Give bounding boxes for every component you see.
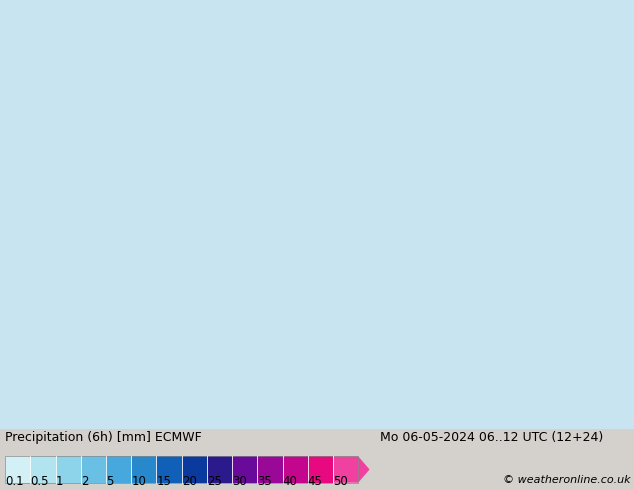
Text: 35: 35 [257, 474, 272, 488]
Text: Mo 06-05-2024 06..12 UTC (12+24): Mo 06-05-2024 06..12 UTC (12+24) [380, 431, 604, 443]
Bar [283, 456, 307, 483]
Bar [207, 456, 232, 483]
Bar [5, 456, 30, 483]
Text: 10: 10 [131, 474, 146, 488]
Bar [307, 456, 333, 483]
Text: 20: 20 [181, 474, 197, 488]
Bar [232, 456, 257, 483]
Text: 1: 1 [56, 474, 63, 488]
Text: Precipitation (6h) [mm] ECMWF: Precipitation (6h) [mm] ECMWF [5, 431, 202, 443]
Text: 30: 30 [232, 474, 247, 488]
Text: 40: 40 [283, 474, 297, 488]
Text: 0.5: 0.5 [30, 474, 49, 488]
Text: 15: 15 [157, 474, 171, 488]
Text: 45: 45 [307, 474, 323, 488]
Text: 25: 25 [207, 474, 222, 488]
Bar [56, 456, 81, 483]
Bar [106, 456, 131, 483]
Bar [131, 456, 157, 483]
Text: 50: 50 [333, 474, 347, 488]
Bar [5, 456, 358, 483]
Text: © weatheronline.co.uk: © weatheronline.co.uk [503, 475, 631, 485]
Bar [257, 456, 283, 483]
Bar [81, 456, 106, 483]
Polygon shape [333, 456, 370, 483]
Bar [181, 456, 207, 483]
Bar [30, 456, 56, 483]
Bar [157, 456, 181, 483]
Text: 2: 2 [81, 474, 88, 488]
Text: 0.1: 0.1 [5, 474, 23, 488]
Text: 5: 5 [106, 474, 113, 488]
